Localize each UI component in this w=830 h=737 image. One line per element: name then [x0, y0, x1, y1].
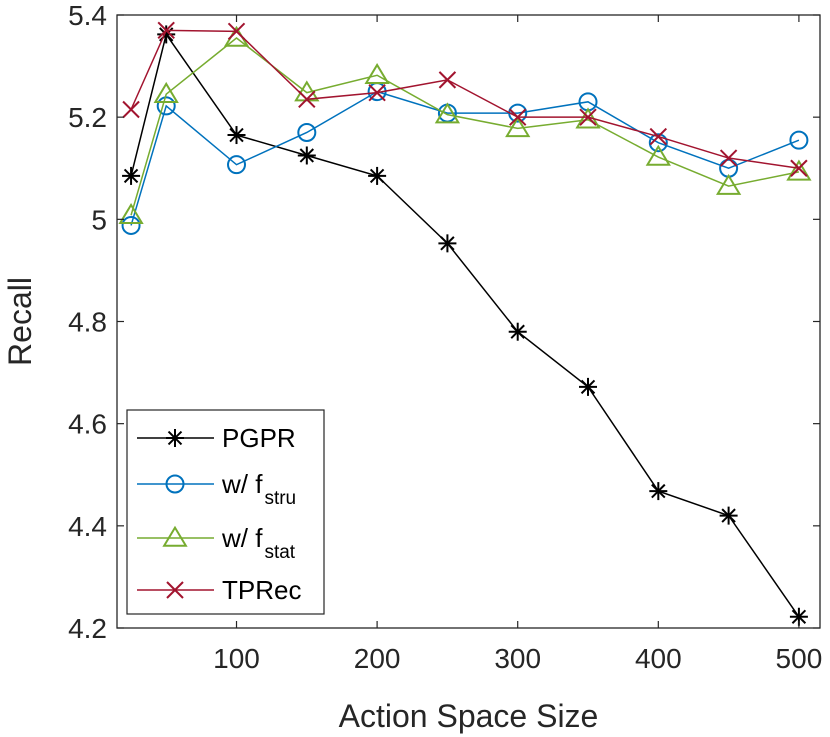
- data-point-circle: [165, 474, 185, 494]
- series-line: [130, 29, 800, 169]
- y-tick-label: 4.6: [68, 409, 107, 440]
- x-tick-label: 100: [213, 643, 260, 674]
- data-point-asterisk: [579, 377, 598, 396]
- data-point-triangle: [364, 62, 390, 85]
- data-point-x: [368, 83, 386, 102]
- data-point-x: [790, 159, 808, 177]
- x-tick-label: 300: [494, 643, 541, 674]
- y-tick-label: 4.4: [68, 511, 107, 542]
- data-point-triangle: [715, 173, 742, 195]
- data-point-triangle: [645, 144, 671, 166]
- y-tick-label: 4.2: [68, 613, 107, 644]
- data-point-x: [227, 22, 246, 41]
- legend: PGPR w/ f stru w/ f stat TPRec: [126, 409, 325, 615]
- legend-item: w/ f stru: [137, 469, 296, 509]
- data-point-triangle: [505, 116, 531, 138]
- data-point-triangle: [786, 159, 812, 181]
- y-tick-label: 5.4: [68, 0, 107, 31]
- legend-item: w/ f stat: [137, 523, 296, 563]
- legend-item: PGPR: [137, 423, 296, 453]
- legend-label: PGPR: [222, 423, 296, 453]
- data-point-triangle: [434, 102, 461, 124]
- x-tick-label: 500: [776, 643, 823, 674]
- data-point-asterisk: [297, 146, 316, 165]
- y-axis-title: Recall: [2, 277, 38, 366]
- data-point-circle: [648, 133, 668, 153]
- data-point-circle: [789, 130, 809, 150]
- data-point-circle: [227, 155, 247, 175]
- series-tprec: [122, 21, 808, 177]
- data-point-circle: [297, 122, 317, 142]
- legend-box: [126, 409, 325, 615]
- x-tick-label: 200: [354, 643, 401, 674]
- series-pgpr: [122, 25, 808, 626]
- data-point-x: [122, 100, 140, 119]
- legend-label: w/ f stru: [221, 469, 296, 509]
- data-point-x: [438, 71, 457, 89]
- legend-item: TPRec: [137, 575, 301, 605]
- data-point-asterisk: [368, 166, 387, 185]
- series-line: [130, 90, 800, 226]
- data-point-x: [719, 149, 738, 167]
- data-point-x: [579, 108, 597, 126]
- data-point-circle: [156, 96, 176, 116]
- series-line: [130, 37, 800, 216]
- data-point-x: [509, 108, 527, 126]
- data-point-asterisk: [508, 322, 527, 341]
- x-axis-title: Action Space Size: [339, 698, 599, 734]
- y-tick-label: 4.8: [68, 307, 107, 338]
- data-point-asterisk: [166, 429, 184, 447]
- data-point-triangle: [162, 525, 188, 547]
- x-tick-label: 400: [635, 643, 682, 674]
- data-point-asterisk: [438, 234, 457, 253]
- series-w-f-stat: [118, 25, 812, 225]
- data-point-x: [166, 581, 184, 599]
- data-point-x: [649, 127, 668, 146]
- data-point-asterisk: [649, 482, 668, 501]
- data-point-triangle: [153, 81, 179, 103]
- data-point-asterisk: [122, 166, 141, 185]
- data-point-asterisk: [157, 25, 176, 44]
- data-point-circle: [121, 215, 141, 235]
- legend-label: TPRec: [222, 575, 301, 605]
- series-w-f-stru: [121, 82, 809, 235]
- data-point-x: [157, 21, 175, 40]
- data-point-x: [298, 90, 316, 108]
- data-point-triangle: [118, 202, 144, 225]
- data-point-asterisk: [227, 126, 246, 145]
- legend-label: w/ f stat: [221, 523, 296, 563]
- y-tick-label: 5: [91, 204, 107, 235]
- data-point-asterisk: [719, 506, 738, 525]
- y-tick-label: 5.2: [68, 102, 107, 133]
